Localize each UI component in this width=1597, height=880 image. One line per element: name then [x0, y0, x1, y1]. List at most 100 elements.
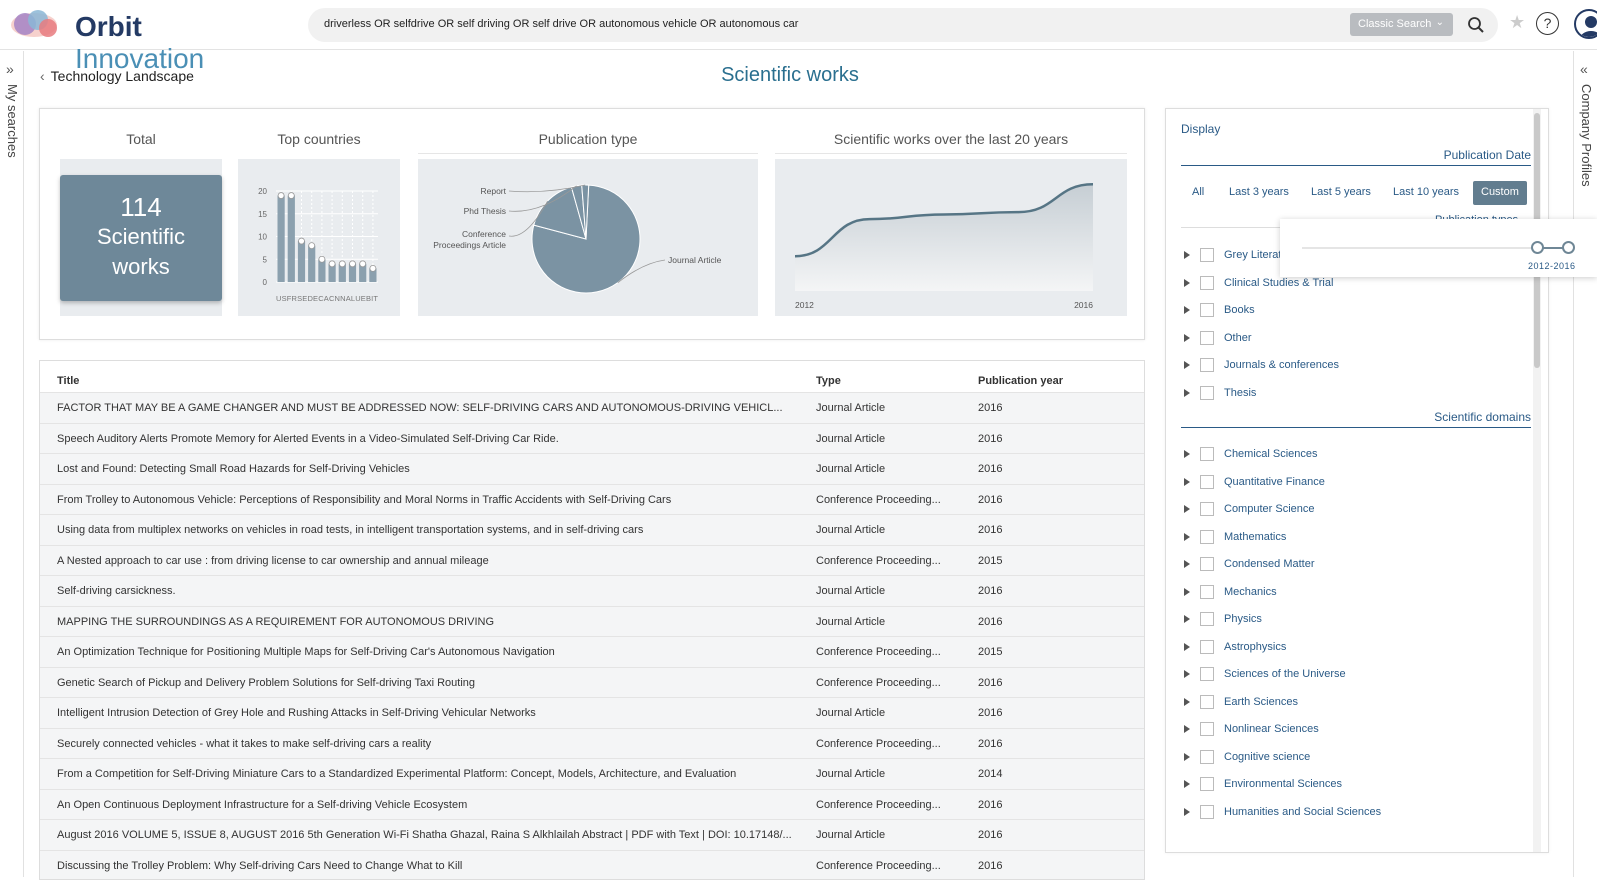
- filter-checkbox[interactable]: [1200, 386, 1214, 400]
- tab-custom[interactable]: Custom: [1473, 181, 1527, 205]
- expand-triangle-icon[interactable]: [1184, 279, 1190, 287]
- filter-checkbox[interactable]: [1200, 303, 1214, 317]
- pubdate-section-label: Publication Date: [1181, 148, 1531, 166]
- expand-triangle-icon[interactable]: [1184, 615, 1190, 623]
- expand-triangle-icon[interactable]: [1184, 698, 1190, 706]
- filter-checkbox[interactable]: [1200, 777, 1214, 791]
- filter-checkbox[interactable]: [1200, 695, 1214, 709]
- filter-checkbox[interactable]: [1200, 722, 1214, 736]
- company-profiles-rail[interactable]: « Company Profiles: [1573, 51, 1597, 877]
- search-icon[interactable]: [1467, 16, 1485, 34]
- search-bar[interactable]: driverless OR selfdrive OR self driving …: [308, 8, 1498, 42]
- filter-checkbox[interactable]: [1200, 358, 1214, 372]
- slider-start-handle[interactable]: [1531, 241, 1544, 254]
- expand-triangle-icon[interactable]: [1184, 588, 1190, 596]
- filter-checkbox[interactable]: [1200, 557, 1214, 571]
- row-type: Conference Proceeding...: [816, 555, 946, 567]
- top-countries-chart[interactable]: 05101520USFRSEDECACNNALUEBIT: [238, 159, 400, 316]
- table-row[interactable]: FACTOR THAT MAY BE A GAME CHANGER AND MU…: [40, 392, 1145, 423]
- filter-label: Physics: [1224, 613, 1262, 625]
- table-row[interactable]: Lost and Found: Detecting Small Road Haz…: [40, 453, 1145, 484]
- filter-checkbox[interactable]: [1200, 530, 1214, 544]
- back-link[interactable]: ‹Technology Landscape: [40, 68, 194, 84]
- table-row[interactable]: Using data from multiplex networks on ve…: [40, 514, 1145, 545]
- table-row[interactable]: August 2016 VOLUME 5, ISSUE 8, AUGUST 20…: [40, 819, 1145, 850]
- expand-triangle-icon[interactable]: [1184, 560, 1190, 568]
- filter-checkbox[interactable]: [1200, 585, 1214, 599]
- avatar[interactable]: [1574, 9, 1597, 39]
- expand-triangle-icon[interactable]: [1184, 450, 1190, 458]
- filter-checkbox[interactable]: [1200, 502, 1214, 516]
- help-icon[interactable]: ?: [1536, 12, 1559, 35]
- slider-end-handle[interactable]: [1562, 241, 1575, 254]
- tab-last-3-years[interactable]: Last 3 years: [1221, 181, 1297, 205]
- filter-label: Chemical Sciences: [1224, 448, 1318, 460]
- bar-US[interactable]: [278, 196, 285, 282]
- pie-label: Journal Article: [668, 255, 722, 265]
- table-row[interactable]: An Optimization Technique for Positionin…: [40, 636, 1145, 667]
- table-row[interactable]: From Trolley to Autonomous Vehicle: Perc…: [40, 484, 1145, 515]
- bar-DE[interactable]: [308, 246, 315, 282]
- table-row[interactable]: MAPPING THE SURROUNDINGS AS A REQUIREMEN…: [40, 606, 1145, 637]
- expand-triangle-icon[interactable]: [1184, 478, 1190, 486]
- publication-type-chart[interactable]: Journal ArticleConferenceProceedings Art…: [418, 159, 758, 316]
- filter-checkbox[interactable]: [1200, 331, 1214, 345]
- chevron-left-icon: ‹: [40, 68, 45, 84]
- table-row[interactable]: Genetic Search of Pickup and Delivery Pr…: [40, 667, 1145, 698]
- expand-triangle-icon[interactable]: [1184, 389, 1190, 397]
- star-icon[interactable]: ★: [1509, 12, 1525, 33]
- expand-triangle-icon[interactable]: [1184, 251, 1190, 259]
- filter-label: Nonlinear Sciences: [1224, 723, 1319, 735]
- table-row[interactable]: From a Competition for Self-Driving Mini…: [40, 758, 1145, 789]
- expand-triangle-icon[interactable]: [1184, 334, 1190, 342]
- my-searches-rail[interactable]: » My searches: [0, 51, 24, 877]
- trend-chart[interactable]: 20122016: [775, 159, 1127, 316]
- col-year-header[interactable]: Publication year: [978, 375, 1063, 387]
- filter-checkbox[interactable]: [1200, 276, 1214, 290]
- bar-CA[interactable]: [318, 259, 325, 282]
- col-type-header[interactable]: Type: [816, 375, 841, 387]
- table-row[interactable]: Self-driving carsickness.Journal Article…: [40, 575, 1145, 606]
- expand-triangle-icon[interactable]: [1184, 306, 1190, 314]
- page-title: Scientific works: [600, 64, 980, 87]
- table-row[interactable]: Speech Auditory Alerts Promote Memory fo…: [40, 423, 1145, 454]
- expand-triangle-icon[interactable]: [1184, 780, 1190, 788]
- expand-triangle-icon[interactable]: [1184, 505, 1190, 513]
- tab-last-10-years[interactable]: Last 10 years: [1385, 181, 1467, 205]
- filter-checkbox[interactable]: [1200, 475, 1214, 489]
- filter-checkbox[interactable]: [1200, 612, 1214, 626]
- filter-checkbox[interactable]: [1200, 248, 1214, 262]
- expand-triangle-icon[interactable]: [1184, 725, 1190, 733]
- expand-right-icon[interactable]: »: [6, 61, 14, 77]
- filter-checkbox[interactable]: [1200, 640, 1214, 654]
- expand-triangle-icon[interactable]: [1184, 808, 1190, 816]
- expand-left-icon[interactable]: «: [1580, 61, 1588, 77]
- search-input[interactable]: driverless OR selfdrive OR self driving …: [324, 18, 798, 30]
- search-mode-dropdown[interactable]: Classic Search ⌄: [1350, 13, 1453, 36]
- tab-last-5-years[interactable]: Last 5 years: [1303, 181, 1379, 205]
- expand-triangle-icon[interactable]: [1184, 643, 1190, 651]
- expand-triangle-icon[interactable]: [1184, 670, 1190, 678]
- expand-triangle-icon[interactable]: [1184, 361, 1190, 369]
- bar-FR[interactable]: [288, 196, 295, 282]
- row-type: Journal Article: [816, 768, 946, 780]
- table-row[interactable]: A Nested approach to car use : from driv…: [40, 545, 1145, 576]
- expand-triangle-icon[interactable]: [1184, 753, 1190, 761]
- table-row[interactable]: Intelligent Intrusion Detection of Grey …: [40, 697, 1145, 728]
- expand-triangle-icon[interactable]: [1184, 533, 1190, 541]
- filter-checkbox[interactable]: [1200, 805, 1214, 819]
- table-row[interactable]: An Open Continuous Deployment Infrastruc…: [40, 789, 1145, 820]
- brand-bold: Orbit: [75, 11, 142, 42]
- col-title-header[interactable]: Title: [57, 375, 79, 387]
- table-row[interactable]: Discussing the Trolley Problem: Why Self…: [40, 850, 1145, 880]
- filter-checkbox[interactable]: [1200, 750, 1214, 764]
- filter-checkbox[interactable]: [1200, 667, 1214, 681]
- orbit-logo[interactable]: Orbit Innovation: [10, 6, 270, 42]
- tab-all[interactable]: All: [1184, 181, 1212, 205]
- table-row[interactable]: Securely connected vehicles - what it ta…: [40, 728, 1145, 759]
- total-card[interactable]: 114 Scientific works: [60, 175, 222, 301]
- row-title: A Nested approach to car use : from driv…: [57, 555, 807, 567]
- filter-checkbox[interactable]: [1200, 447, 1214, 461]
- bar-SE[interactable]: [298, 241, 305, 282]
- flag-marker: [350, 261, 356, 267]
